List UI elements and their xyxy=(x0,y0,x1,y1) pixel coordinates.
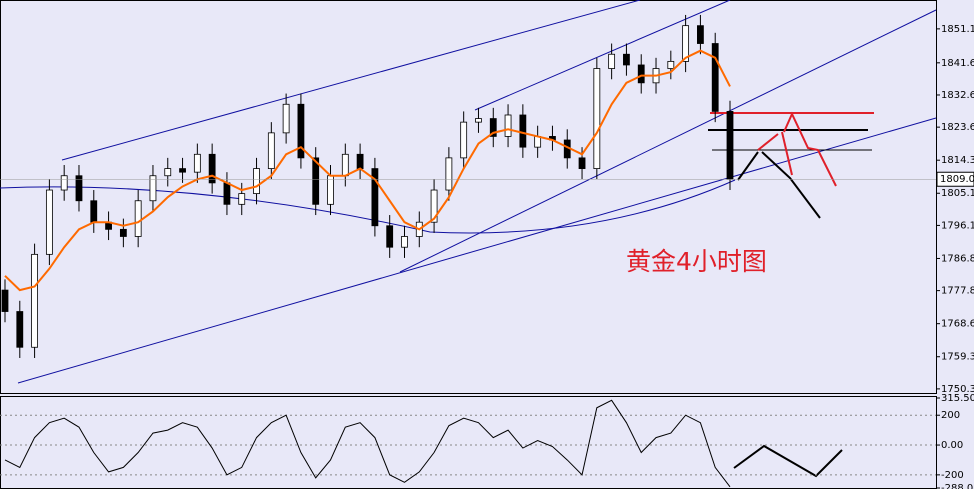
candle-body xyxy=(149,175,157,202)
candle-body xyxy=(45,189,53,255)
moving-average xyxy=(4,49,731,292)
y-tick-label: 1786.85 xyxy=(941,253,974,264)
y-tick-label: 0.00 xyxy=(941,440,963,451)
candle-body xyxy=(578,157,586,169)
candle-body xyxy=(179,168,186,173)
candle-body xyxy=(90,200,98,223)
candle-body xyxy=(238,193,246,205)
candle-body xyxy=(667,60,675,69)
candle-body xyxy=(223,182,231,205)
arrow xyxy=(757,133,779,151)
y-tick-label: 1832.60 xyxy=(941,90,974,101)
candle-body xyxy=(697,25,704,44)
y-tick-label: 1768.60 xyxy=(941,319,974,330)
candle-body xyxy=(593,68,601,169)
main-frame xyxy=(0,0,937,394)
candle-body xyxy=(253,168,260,195)
candle-body xyxy=(711,43,719,112)
arrow xyxy=(783,111,837,187)
candle-body xyxy=(637,64,645,84)
candle-body xyxy=(401,236,408,248)
last-price-box xyxy=(936,171,974,187)
candle-body xyxy=(460,121,468,159)
candle-body xyxy=(475,118,482,123)
trendline xyxy=(17,117,937,384)
arrow xyxy=(781,131,793,176)
y-tick-label: -288.079 xyxy=(941,483,974,489)
candle-body xyxy=(371,168,379,227)
candle-body xyxy=(327,175,334,205)
arrows xyxy=(733,111,843,478)
candle-body xyxy=(519,114,527,148)
candle-body xyxy=(386,225,394,248)
candle-body xyxy=(682,25,690,62)
candle-body xyxy=(31,253,38,348)
candle-body xyxy=(267,132,275,169)
y-tick-label: 1796.10 xyxy=(941,220,974,231)
y-tick-label: 200 xyxy=(941,410,960,421)
y-tick-label: 1777.85 xyxy=(941,286,974,297)
last-price-label: 1809.02 xyxy=(940,174,974,185)
y-tick-label: 315.5069 xyxy=(941,393,974,404)
candle-body xyxy=(119,228,127,237)
candle-body xyxy=(430,189,438,223)
candle-body xyxy=(193,153,201,173)
arrow xyxy=(761,151,821,219)
y-tick-label: -200 xyxy=(941,470,964,481)
y-tick-label: 1814.35 xyxy=(941,155,974,166)
candle-body xyxy=(164,168,172,177)
candle-body xyxy=(608,53,616,69)
candle-body xyxy=(489,118,497,137)
candle-body xyxy=(134,200,142,237)
candle-body xyxy=(534,136,542,148)
trendline xyxy=(399,9,937,273)
candle-body xyxy=(356,153,364,169)
trendline xyxy=(474,0,731,111)
candle-body xyxy=(208,153,216,184)
candle-body xyxy=(1,289,9,312)
candle-body xyxy=(341,153,349,177)
candle-body xyxy=(60,175,68,191)
candle-body xyxy=(312,157,320,205)
arrow xyxy=(737,151,759,181)
candle-body xyxy=(623,53,630,66)
candle-body xyxy=(297,103,305,159)
y-tick-label: 1823.60 xyxy=(941,122,974,133)
y-tick-label: 1759.35 xyxy=(941,352,974,363)
annotation: 黄金4小时图 xyxy=(626,247,767,276)
candle-body xyxy=(282,103,290,134)
candle-body xyxy=(445,157,453,191)
y-tick-label: 1750.35 xyxy=(941,384,974,395)
candle-body xyxy=(504,114,512,137)
candle-body xyxy=(726,111,734,180)
y-tick-label: 1841.60 xyxy=(941,58,974,69)
trendline xyxy=(61,0,641,161)
y-tick-label: 1851.10 xyxy=(941,24,974,35)
oscillator-line xyxy=(4,399,731,488)
candle-body xyxy=(16,311,24,348)
arrow xyxy=(733,444,843,478)
candle-body xyxy=(75,175,83,202)
y-tick-label: 1805.10 xyxy=(941,188,974,199)
